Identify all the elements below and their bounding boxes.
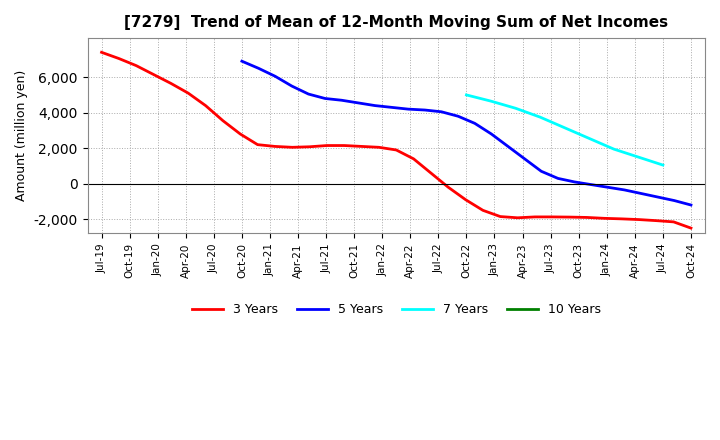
5 Years (587, 182, 595, 187)
Legend: 3 Years, 5 Years, 7 Years, 10 Years: 3 Years, 5 Years, 7 Years, 10 Years (186, 298, 606, 321)
3 Years (634, 217, 643, 222)
Line: 3 Years: 3 Years (102, 52, 691, 228)
5 Years (404, 106, 413, 112)
5 Years (653, 194, 662, 200)
3 Years (374, 145, 383, 150)
5 Years (603, 185, 612, 190)
5 Years (320, 96, 329, 101)
3 Years (357, 144, 366, 149)
3 Years (202, 103, 210, 108)
7 Years (462, 92, 471, 98)
5 Years (570, 179, 579, 184)
3 Years (548, 214, 557, 220)
5 Years (487, 132, 495, 137)
5 Years (554, 176, 562, 181)
3 Years (97, 50, 106, 55)
5 Years (504, 144, 513, 149)
5 Years (437, 109, 446, 114)
5 Years (537, 169, 546, 174)
3 Years (149, 72, 158, 77)
3 Years (531, 214, 539, 220)
3 Years (670, 219, 678, 224)
5 Years (238, 59, 246, 64)
3 Years (462, 197, 470, 202)
5 Years (521, 156, 529, 161)
7 Years (659, 162, 667, 168)
3 Years (617, 216, 626, 221)
Line: 7 Years: 7 Years (467, 95, 663, 165)
3 Years (427, 170, 436, 176)
3 Years (323, 143, 331, 148)
5 Years (371, 103, 379, 108)
3 Years (600, 216, 608, 221)
3 Years (253, 142, 262, 147)
3 Years (565, 214, 574, 220)
3 Years (166, 81, 175, 86)
7 Years (634, 154, 643, 160)
Title: [7279]  Trend of Mean of 12-Month Moving Sum of Net Incomes: [7279] Trend of Mean of 12-Month Moving … (125, 15, 668, 30)
3 Years (340, 143, 348, 148)
3 Years (582, 215, 591, 220)
3 Years (479, 208, 487, 213)
5 Years (354, 100, 363, 106)
7 Years (511, 106, 520, 111)
3 Years (132, 63, 140, 68)
Y-axis label: Amount (million yen): Amount (million yen) (15, 70, 28, 202)
5 Years (670, 198, 679, 203)
5 Years (387, 105, 396, 110)
5 Years (254, 66, 263, 71)
3 Years (305, 144, 314, 150)
3 Years (496, 214, 505, 219)
3 Years (652, 218, 661, 223)
5 Years (454, 114, 462, 119)
3 Years (288, 145, 297, 150)
3 Years (236, 132, 245, 137)
5 Years (470, 121, 479, 126)
3 Years (409, 156, 418, 161)
5 Years (687, 202, 696, 208)
5 Years (636, 191, 645, 196)
3 Years (392, 147, 400, 153)
3 Years (184, 91, 192, 96)
3 Years (687, 225, 696, 231)
Line: 5 Years: 5 Years (242, 61, 691, 205)
7 Years (560, 125, 569, 130)
5 Years (271, 73, 279, 79)
5 Years (420, 107, 429, 113)
7 Years (609, 147, 618, 152)
5 Years (304, 92, 312, 97)
5 Years (287, 84, 296, 89)
7 Years (487, 99, 495, 104)
5 Years (338, 98, 346, 103)
7 Years (585, 136, 593, 141)
3 Years (444, 185, 453, 190)
3 Years (271, 144, 279, 149)
5 Years (620, 187, 629, 193)
7 Years (536, 114, 544, 120)
3 Years (114, 56, 123, 61)
3 Years (219, 118, 228, 123)
3 Years (513, 215, 522, 220)
